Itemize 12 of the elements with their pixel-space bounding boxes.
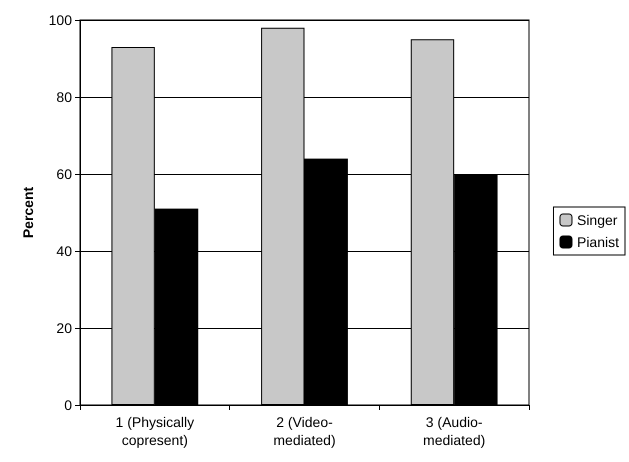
y-tick-label: 100 [48,12,72,28]
x-tick-label: 2 (Video- mediated) [273,414,336,448]
x-tick-label: 3 (Audio- mediated) [423,414,486,448]
legend-label: Pianist [576,234,620,250]
y-tick-label: 40 [56,243,72,259]
y-tick-label: 20 [56,320,72,336]
y-axis-title: Percent [20,186,36,238]
y-tick-label: 80 [56,89,72,105]
y-tick-label: 0 [64,397,72,413]
x-tick-label: 1 (Physically copresent) [116,414,194,448]
y-tick-label: 60 [56,166,72,182]
legend-label: Singer [576,212,618,228]
